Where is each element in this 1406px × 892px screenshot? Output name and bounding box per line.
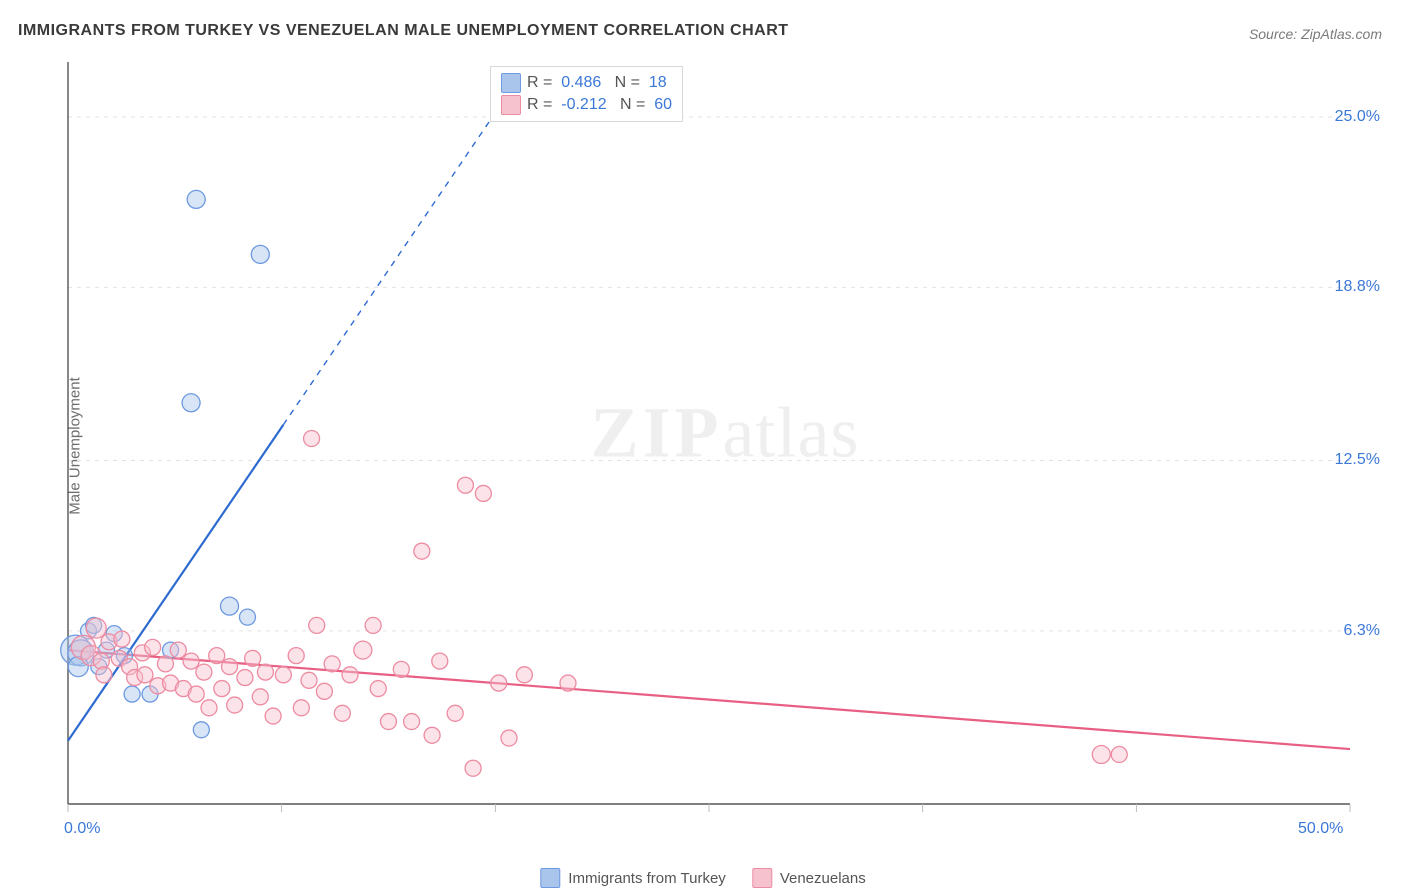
chart-title: IMMIGRANTS FROM TURKEY VS VENEZUELAN MAL… <box>18 22 789 40</box>
legend-stat: R = -0.212 N = 60 <box>527 96 672 114</box>
y-tick-label: 25.0% <box>1335 108 1380 126</box>
swatch-turkey <box>501 73 521 93</box>
x-tick-label: 0.0% <box>64 820 100 838</box>
correlation-legend: R = 0.486 N = 18 R = -0.212 N = 60 <box>490 66 683 122</box>
swatch-venezuela <box>501 95 521 115</box>
legend-row: R = -0.212 N = 60 <box>501 94 672 116</box>
legend-label: Immigrants from Turkey <box>568 870 726 887</box>
chart-container: IMMIGRANTS FROM TURKEY VS VENEZUELAN MAL… <box>0 0 1406 892</box>
legend-stat: R = 0.486 N = 18 <box>527 74 667 92</box>
legend-row: R = 0.486 N = 18 <box>501 72 672 94</box>
plot-area: ZIPatlas R = 0.486 N = 18R = -0.212 N = … <box>60 54 1390 844</box>
scatter-plot-svg <box>60 54 1390 844</box>
y-tick-label: 6.3% <box>1344 622 1380 640</box>
legend-item: Venezuelans <box>752 868 866 888</box>
y-tick-label: 18.8% <box>1335 278 1380 296</box>
swatch-venezuela <box>752 868 772 888</box>
x-tick-label: 50.0% <box>1298 820 1343 838</box>
legend-item: Immigrants from Turkey <box>540 868 726 888</box>
y-tick-label: 12.5% <box>1335 451 1380 469</box>
source-attribution: Source: ZipAtlas.com <box>1249 26 1382 42</box>
swatch-turkey <box>540 868 560 888</box>
series-legend: Immigrants from Turkey Venezuelans <box>540 868 865 888</box>
legend-label: Venezuelans <box>780 870 866 887</box>
